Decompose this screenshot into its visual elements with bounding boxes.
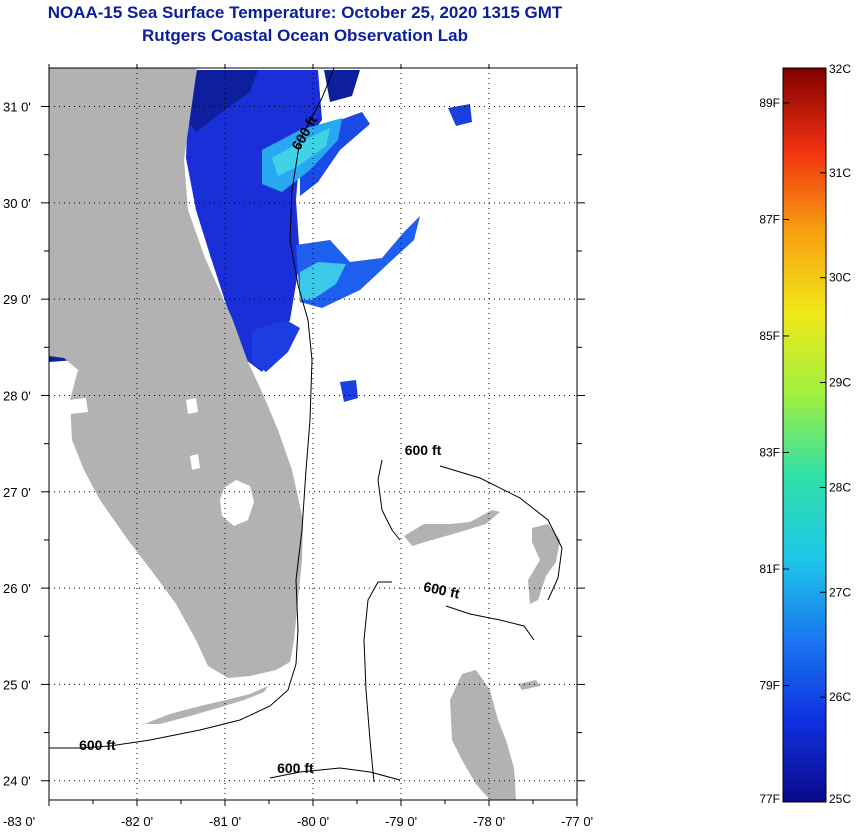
colorbar-label-fahrenheit: 87F <box>759 212 780 226</box>
lat-tick-label: 24 0' <box>3 774 31 789</box>
isobath-label: 600 ft <box>277 760 314 776</box>
colorbar-label-fahrenheit: 83F <box>759 445 780 459</box>
lon-tick-label: -77 0' <box>561 814 593 829</box>
sst-patch-east <box>448 104 472 126</box>
colorbar-label-celsius: 32C <box>829 62 851 76</box>
colorbar <box>782 67 827 803</box>
colorbar-label-celsius: 29C <box>829 376 851 390</box>
lon-tick-label: -81 0' <box>209 814 241 829</box>
colorbar-label-celsius: 25C <box>829 792 851 806</box>
lon-tick-label: -79 0' <box>385 814 417 829</box>
inland-lake-1 <box>186 398 198 414</box>
map-subtitle: Rutgers Coastal Ocean Observation Lab <box>142 26 468 45</box>
abaco-island <box>528 524 560 604</box>
colorbar-label-celsius: 30C <box>829 271 851 285</box>
lat-tick-label: 25 0' <box>3 677 31 692</box>
isobath-label: 600 ft <box>422 578 461 601</box>
isobath-label: 600 ft <box>405 442 442 458</box>
map-title: NOAA-15 Sea Surface Temperature: October… <box>47 3 563 22</box>
sst-coverage-north-edge <box>186 70 258 132</box>
sst-patch-mid <box>340 380 358 402</box>
colorbar-label-fahrenheit: 79F <box>759 678 780 692</box>
sst-coverage-warmer <box>272 128 330 176</box>
inland-lake-2 <box>190 454 200 470</box>
colorbar-label-celsius: 26C <box>829 690 851 704</box>
colorbar-label-celsius: 27C <box>829 585 851 599</box>
inland-lake-3 <box>68 398 88 414</box>
colorbar-label-fahrenheit: 89F <box>759 96 780 110</box>
lon-tick-label: -82 0' <box>121 814 153 829</box>
sst-patch-east-2 <box>324 70 360 102</box>
andros-island <box>450 670 516 800</box>
colorbar-label-fahrenheit: 77F <box>759 792 780 806</box>
lat-tick-label: 26 0' <box>3 581 31 596</box>
lat-tick-label: 27 0' <box>3 485 31 500</box>
lat-tick-label: 31 0' <box>3 100 31 115</box>
isobath-label: 600 ft <box>79 737 116 753</box>
colorbar-label-celsius: 31C <box>829 166 851 180</box>
lon-tick-label: -80 0' <box>297 814 329 829</box>
lon-tick-label: -78 0' <box>473 814 505 829</box>
florida-land <box>49 68 303 678</box>
grand-bahama <box>404 510 500 546</box>
lon-tick-label: -83 0' <box>3 814 35 829</box>
colorbar-label-celsius: 28C <box>829 480 851 494</box>
florida-keys <box>144 686 268 724</box>
isobath-south <box>269 767 401 781</box>
colorbar-label-fahrenheit: 85F <box>759 329 780 343</box>
lat-tick-label: 29 0' <box>3 292 31 307</box>
lake-okeechobee <box>220 480 254 526</box>
colorbar-label-fahrenheit: 81F <box>759 562 780 576</box>
bimini-island <box>518 680 540 690</box>
isobath-florida-east <box>49 68 335 749</box>
sst-coverage-mid-warm <box>300 262 346 300</box>
lat-tick-label: 28 0' <box>3 388 31 403</box>
isobath-straits <box>363 581 535 783</box>
isobath-bahamas <box>377 459 563 601</box>
sst-coverage-south <box>252 320 300 372</box>
lat-tick-label: 30 0' <box>3 196 31 211</box>
